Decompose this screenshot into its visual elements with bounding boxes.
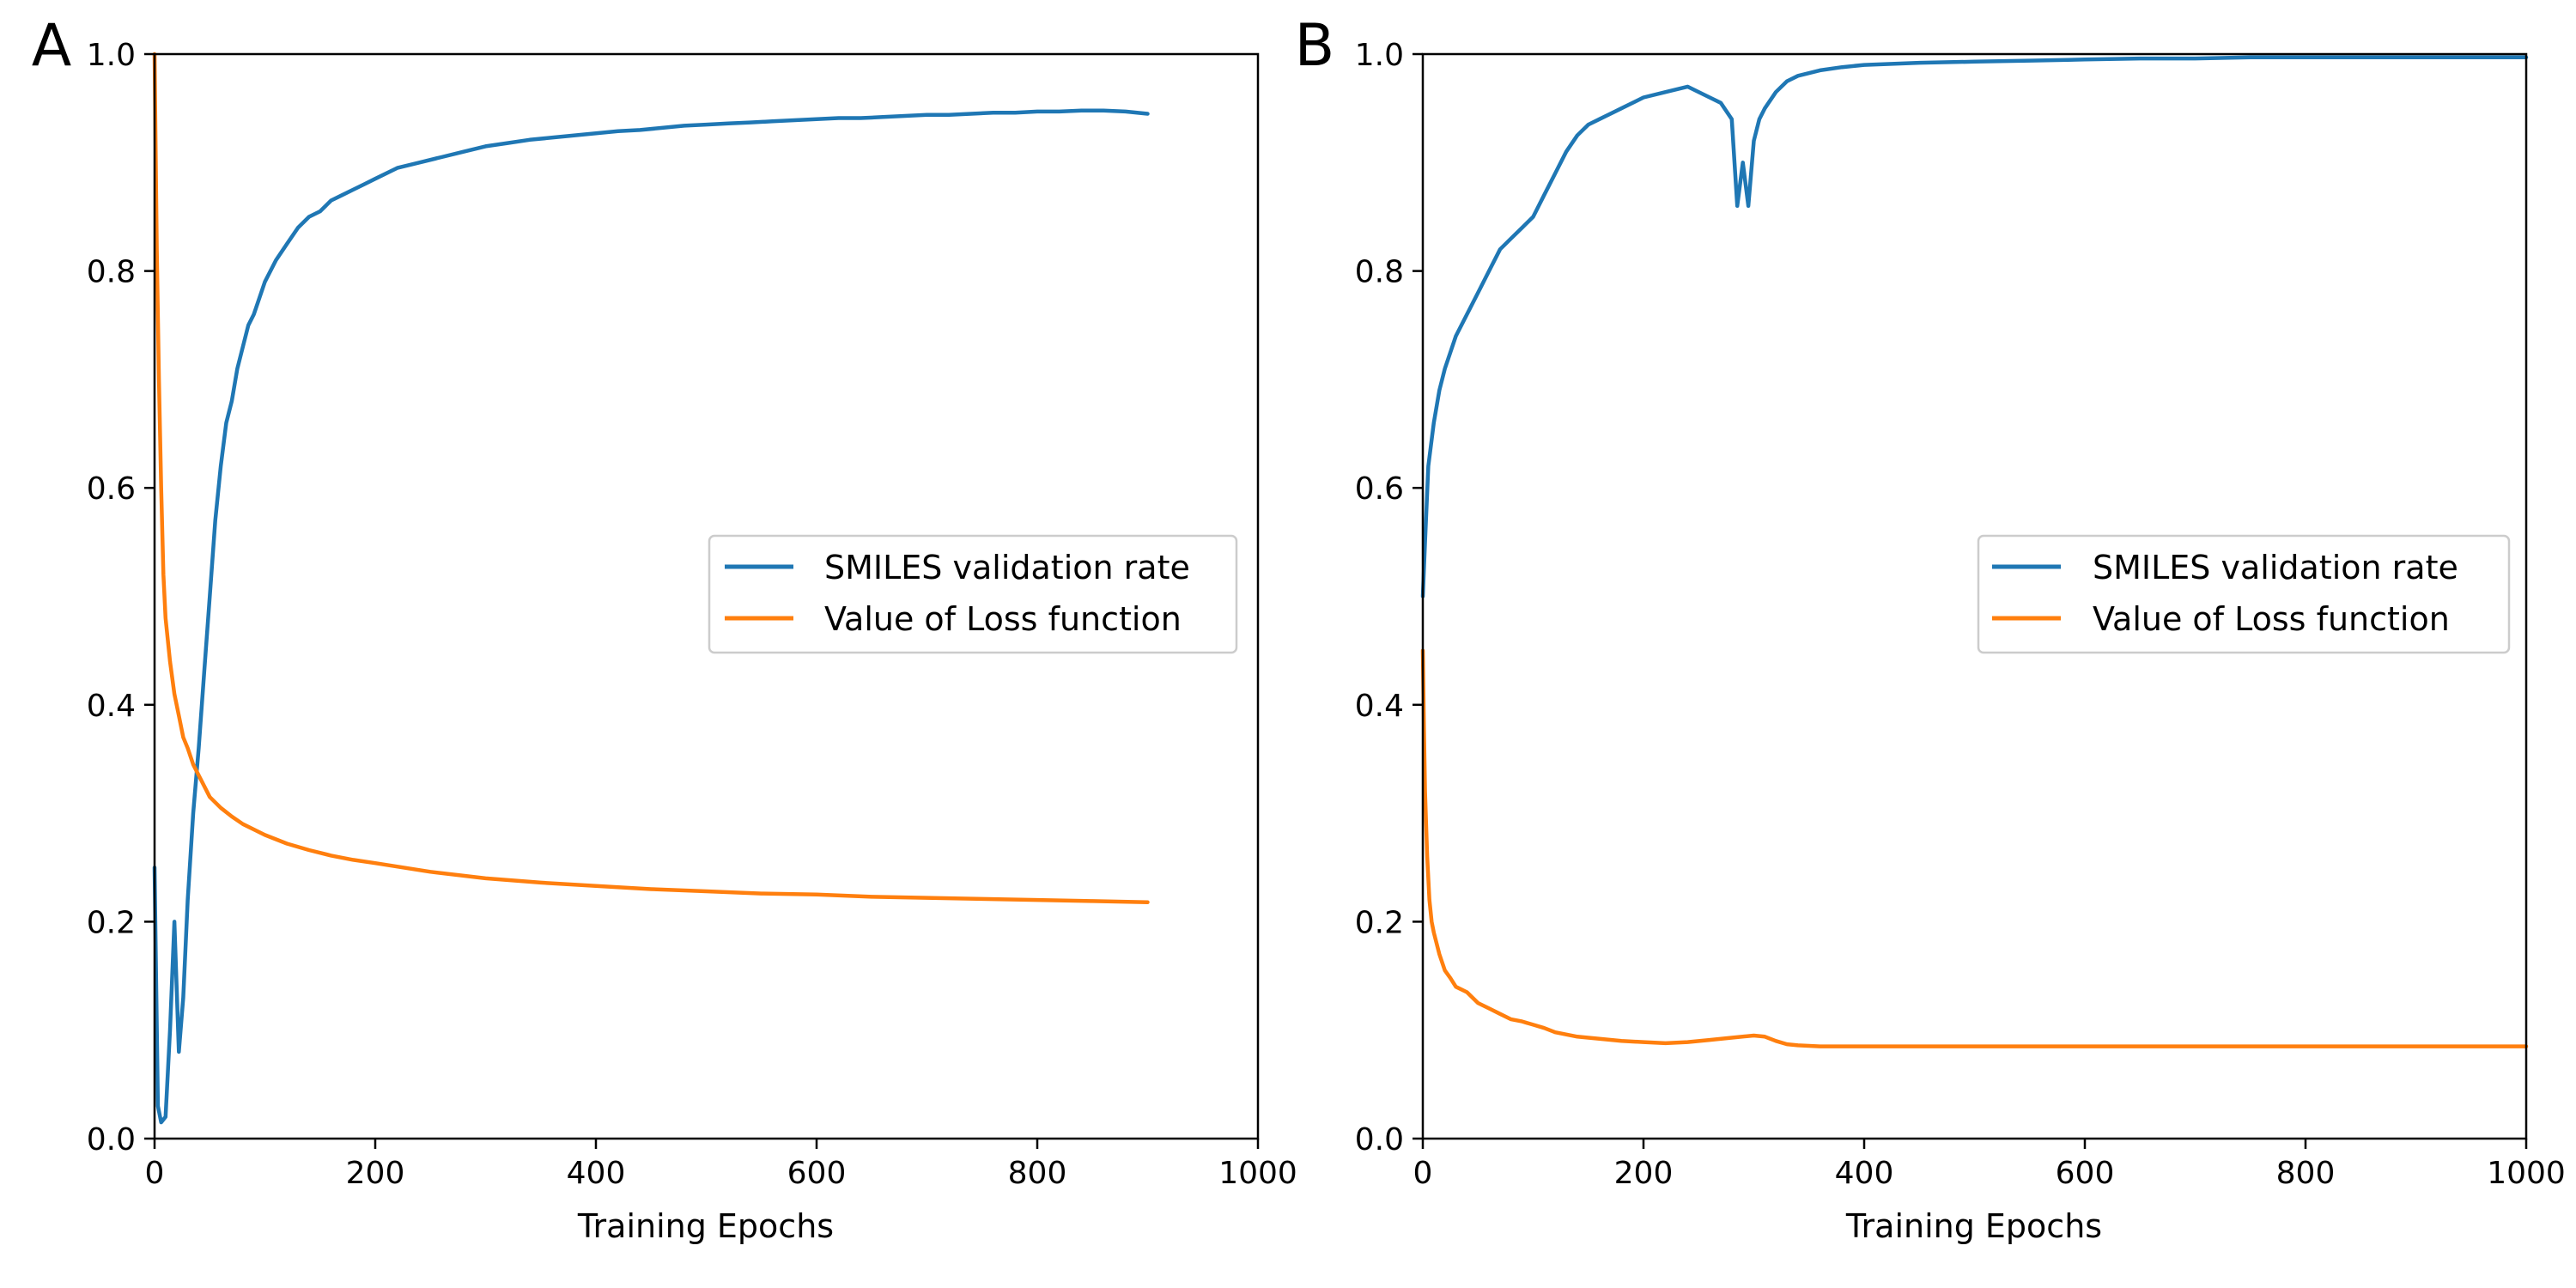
value-of-loss-function-line — [152, 52, 1150, 904]
x-tick-label: 800 — [1008, 1156, 1067, 1191]
x-tick-label: 200 — [346, 1156, 405, 1191]
y-tick-label: 0.0 — [1355, 1122, 1404, 1157]
panel-b-ticks: 0 200 400 600 800 1000 0.0 0.2 0.4 0.6 0.8 1.0 — [1355, 38, 2566, 1191]
y-tick-label: 0.4 — [1355, 689, 1404, 724]
panel-b-axes-frame — [1421, 52, 2528, 1140]
panel-a: A 0 200 400 600 800 1000 0.0 0.2 0.4 0.6 0.8 1.0 Tr… — [32, 12, 1297, 1245]
panel-a-axes-frame — [153, 52, 1260, 1140]
x-tick-label: 1000 — [1218, 1156, 1297, 1191]
panel-a-legend-label-validation: SMILES validation rate — [824, 549, 1190, 586]
y-tick-label: 0.4 — [87, 689, 136, 724]
panel-b-legend: SMILES validation rate Value of Loss fun… — [1977, 534, 2511, 654]
panel-a-x-axis-label: Training Epochs — [577, 1207, 834, 1245]
panel-b: B 0 200 400 600 800 1000 0.0 0.2 0.4 0.6 0.8 1.0 Tr… — [1295, 12, 2566, 1245]
x-tick-label: 0 — [1413, 1156, 1433, 1191]
y-tick-label: 0.2 — [1355, 905, 1404, 940]
y-tick-label: 0.6 — [1355, 471, 1404, 507]
panel-b-label: B — [1295, 12, 1335, 80]
panel-b-series — [1420, 55, 2529, 1048]
x-tick-label: 800 — [2276, 1156, 2336, 1191]
y-tick-label: 0.0 — [87, 1122, 136, 1157]
panel-b-legend-label-loss: Value of Loss function — [2093, 600, 2450, 638]
y-tick-label: 1.0 — [1355, 38, 1404, 73]
x-tick-label: 400 — [1835, 1156, 1894, 1191]
x-tick-label: 0 — [145, 1156, 165, 1191]
y-tick-label: 0.8 — [87, 255, 136, 290]
smiles-validation-rate-line — [152, 108, 1150, 1125]
panel-b-legend-box — [1977, 534, 2511, 654]
panel-a-ticks: 0 200 400 600 800 1000 0.0 0.2 0.4 0.6 0.8 1.0 — [87, 38, 1297, 1191]
y-tick-label: 0.6 — [87, 471, 136, 507]
panel-b-x-axis-label: Training Epochs — [1845, 1207, 2102, 1245]
x-tick-label: 600 — [2056, 1156, 2115, 1191]
panel-a-label: A — [32, 12, 72, 80]
panel-a-legend: SMILES validation rate Value of Loss fun… — [708, 534, 1238, 654]
panel-a-legend-box — [708, 534, 1238, 654]
y-tick-label: 0.8 — [1355, 255, 1404, 290]
value-of-loss-function-line — [1420, 648, 2529, 1048]
x-tick-label: 600 — [787, 1156, 847, 1191]
x-tick-label: 200 — [1614, 1156, 1674, 1191]
panel-b-legend-label-validation: SMILES validation rate — [2093, 549, 2458, 586]
panel-a-legend-label-loss: Value of Loss function — [824, 600, 1182, 638]
x-tick-label: 400 — [567, 1156, 626, 1191]
smiles-validation-rate-line — [1420, 55, 2529, 598]
x-tick-label: 1000 — [2487, 1156, 2566, 1191]
y-tick-label: 1.0 — [87, 38, 136, 73]
y-tick-label: 0.2 — [87, 905, 136, 940]
panel-a-series — [152, 52, 1150, 1125]
